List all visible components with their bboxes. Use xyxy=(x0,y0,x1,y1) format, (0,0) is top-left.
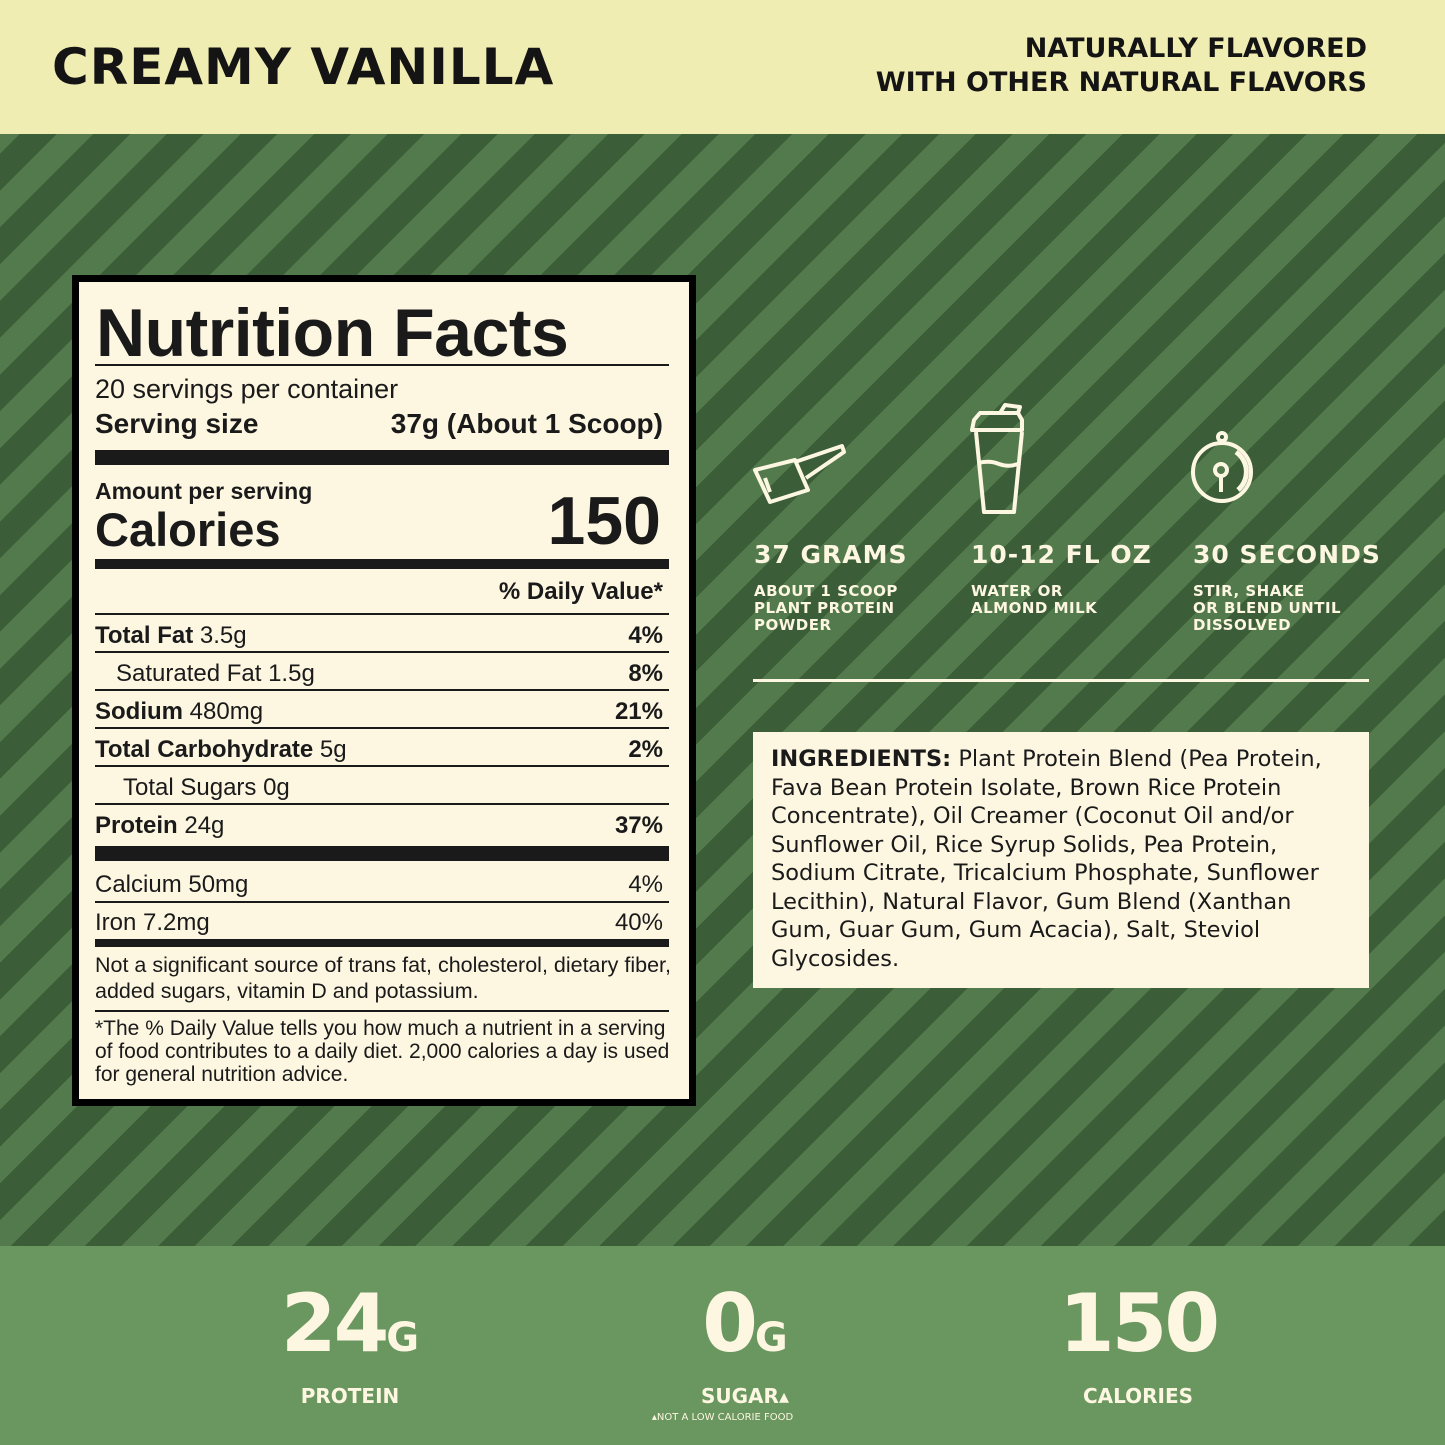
nutrient-dv: 2% xyxy=(628,736,663,763)
serving-size-label: Serving size xyxy=(95,408,259,439)
claim-line: NATURALLY FLAVORED xyxy=(1024,33,1367,64)
ingredients-panel: INGREDIENTS: Plant Protein Blend (Pea Pr… xyxy=(753,732,1369,988)
vitamin-dv: 40% xyxy=(614,909,663,936)
direction-heading: 30 SECONDS xyxy=(1193,540,1381,569)
claim-line: WITH OTHER NATURAL FLAVORS xyxy=(875,67,1367,98)
nutrient-dv: 21% xyxy=(614,698,663,725)
amount-per-serving: Amount per serving xyxy=(95,478,313,504)
serving-size-value: 37g (About 1 Scoop) xyxy=(390,408,663,439)
stat-calories: 150 CALORIES xyxy=(1059,1277,1220,1409)
nutrient-row: Protein 24g xyxy=(95,812,225,839)
flavor-claim: NATURALLY FLAVORED WITH OTHER NATURAL FL… xyxy=(876,32,1367,100)
divider xyxy=(95,689,669,691)
divider xyxy=(95,613,669,615)
nutrient-row: Total Carbohydrate 5g xyxy=(95,736,347,763)
stopwatch-icon xyxy=(1191,431,1253,503)
stat-sugar: 0G SUGAR▴ xyxy=(701,1277,789,1409)
divider xyxy=(95,901,669,903)
nutrient-row: Total Sugars 0g xyxy=(123,774,290,801)
vitamin-dv: 4% xyxy=(628,871,663,898)
stat-protein: 24G PROTEIN xyxy=(280,1277,420,1409)
shaker-bottle-icon xyxy=(970,403,1024,514)
header-band: CREAMY VANILLA NATURALLY FLAVORED WITH O… xyxy=(0,0,1445,134)
direction-icons xyxy=(753,403,1253,514)
highlights-band: 24G PROTEIN 0G SUGAR▴ 150 CALORIES ▴NOT … xyxy=(0,1246,1445,1445)
divider xyxy=(95,450,669,465)
section-divider xyxy=(753,679,1369,682)
ingredients-text: Plant Protein Blend (Pea Protein, Fava B… xyxy=(771,746,1322,972)
direction-sub: WATER OR ALMOND MILK xyxy=(971,582,1098,617)
divider xyxy=(95,727,669,729)
divider xyxy=(95,939,669,947)
calories-label: Calories xyxy=(95,503,281,556)
flavor-name: CREAMY VANILLA xyxy=(52,38,555,96)
direction-sub: STIR, SHAKE OR BLEND UNTIL DISSOLVED xyxy=(1193,582,1342,634)
direction-scoop: 37 GRAMS ABOUT 1 SCOOP PLANT PROTEIN POWDE… xyxy=(754,540,908,634)
not-significant-note: Not a significant source of trans fat, c… xyxy=(95,953,672,1003)
nutrient-row: Saturated Fat 1.5g xyxy=(116,660,315,687)
nutrient-dv: 4% xyxy=(628,622,663,649)
nutrient-dv: 37% xyxy=(614,812,663,839)
direction-sub: ABOUT 1 SCOOP PLANT PROTEIN POWDER xyxy=(754,582,898,634)
divider xyxy=(95,765,669,767)
dv-header: % Daily Value* xyxy=(498,578,663,605)
nutrition-facts-panel: Nutrition Facts 20 servings per containe… xyxy=(72,275,696,1106)
divider xyxy=(95,1010,669,1012)
vitamin-row: Iron 7.2mg xyxy=(95,909,210,936)
nutrition-title: Nutrition Facts xyxy=(96,295,569,371)
nutrient-row: Sodium 480mg xyxy=(95,698,264,725)
direction-liquid: 10-12 FL OZ WATER OR ALMOND MILK xyxy=(971,540,1152,617)
vitamin-row: Calcium 50mg xyxy=(95,871,249,898)
calories-value: 150 xyxy=(547,483,661,559)
nutrient-row: Total Fat 3.5g xyxy=(95,622,247,649)
ingredients-label: INGREDIENTS: xyxy=(771,746,952,772)
divider xyxy=(95,803,669,805)
divider xyxy=(95,651,669,653)
scoop-icon xyxy=(753,444,846,504)
direction-time: 30 SECONDS STIR, SHAKE OR BLEND UNTIL DISS… xyxy=(1193,540,1381,634)
direction-heading: 10-12 FL OZ xyxy=(971,540,1152,569)
low-calorie-note: ▴NOT A LOW CALORIE FOOD xyxy=(651,1412,794,1423)
divider xyxy=(95,364,669,366)
divider xyxy=(95,846,669,861)
servings: 20 servings per container xyxy=(95,374,399,404)
direction-heading: 37 GRAMS xyxy=(754,540,908,569)
divider xyxy=(95,559,669,569)
daily-value-footnote: *The % Daily Value tells you how much a … xyxy=(95,1017,670,1086)
nutrient-dv: 8% xyxy=(628,660,663,687)
